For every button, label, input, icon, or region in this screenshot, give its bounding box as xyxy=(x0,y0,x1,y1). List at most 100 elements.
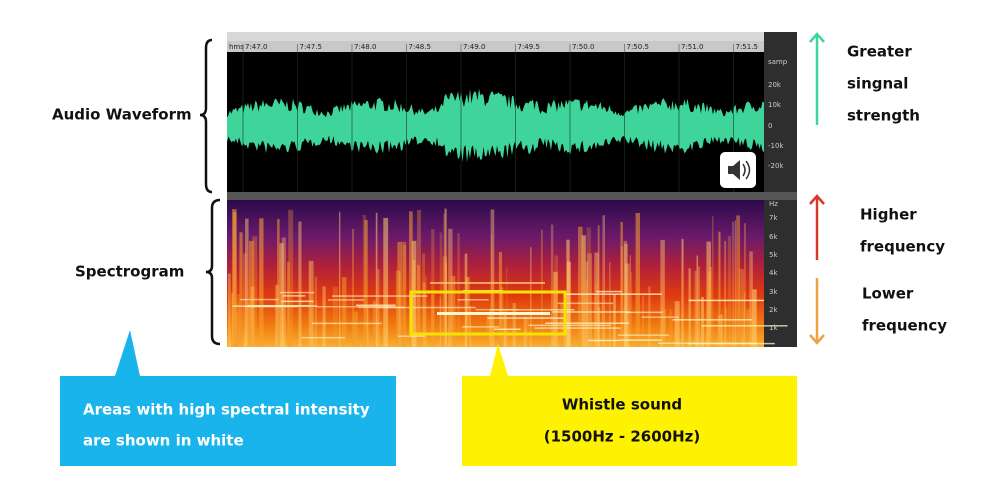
spectral-streak xyxy=(727,235,732,347)
time-label: 7:51.0 xyxy=(681,43,703,51)
spectral-streak xyxy=(620,246,624,347)
spectral-streak xyxy=(734,220,736,347)
spectral-streak xyxy=(228,273,231,347)
spectral-streak xyxy=(725,307,727,347)
spectral-streak xyxy=(450,276,456,347)
spectral-streak xyxy=(397,241,403,347)
whistle-line xyxy=(437,312,550,315)
spectral-streak xyxy=(668,309,673,347)
callout-spectral-text: Areas with high spectral intensity xyxy=(83,401,370,419)
spectral-band xyxy=(688,299,765,302)
spectral-band xyxy=(557,302,614,305)
spectral-streak xyxy=(362,214,367,347)
spectral-band xyxy=(596,290,623,293)
spectral-streak xyxy=(322,286,326,347)
spectral-streak xyxy=(402,241,407,347)
signal-label: singnal xyxy=(847,75,908,93)
time-ruler-bar xyxy=(227,41,764,52)
spectral-band xyxy=(279,291,315,294)
spectral-streak xyxy=(444,208,447,347)
spectral-band xyxy=(701,325,788,327)
spectral-streak xyxy=(431,229,435,347)
spectral-streak xyxy=(674,301,680,347)
amplitude-axis: samp 20k 10k 0 -10k -20k xyxy=(768,58,788,170)
spectral-streak xyxy=(416,209,421,347)
spectral-streak xyxy=(642,295,645,347)
arrow-higher xyxy=(809,194,825,260)
spectral-streak xyxy=(445,262,447,347)
spectral-streak xyxy=(554,255,558,347)
speaker-waves xyxy=(742,160,751,180)
spectral-streak xyxy=(439,232,443,347)
signal-label: strength xyxy=(847,107,920,125)
spectral-band xyxy=(487,317,565,319)
spectral-band xyxy=(356,304,396,307)
spectrogram-area xyxy=(227,200,764,347)
spectral-band xyxy=(457,299,489,301)
spectral-band xyxy=(282,295,306,297)
spectral-streak xyxy=(597,225,600,347)
time-label: 7:49.5 xyxy=(518,43,540,51)
spectral-streak xyxy=(597,307,601,347)
spectral-streak xyxy=(624,243,628,347)
spectral-band xyxy=(301,336,345,339)
spectral-streak xyxy=(578,226,583,347)
whistle-highlight xyxy=(409,290,567,336)
frequency-label: 3k xyxy=(769,288,778,296)
spectral-streak xyxy=(338,211,341,347)
time-label: 7:48.5 xyxy=(409,43,431,51)
spectral-streak xyxy=(718,231,721,347)
spectral-streak xyxy=(706,241,711,347)
spectral-streak xyxy=(613,294,616,347)
label-spectrogram: Spectrogram xyxy=(75,263,184,281)
spectral-streak xyxy=(696,255,699,347)
spectral-streak xyxy=(635,213,640,347)
higher-label: frequency xyxy=(860,238,945,256)
spectral-streak xyxy=(375,212,378,347)
waveform xyxy=(227,88,764,163)
amplitude-label: 10k xyxy=(768,101,782,109)
amplitude-label: samp xyxy=(768,58,788,66)
spectral-streak xyxy=(738,268,742,347)
label-audio-waveform: Audio Waveform xyxy=(52,106,192,124)
frequency-axis: Hz 7k 6k 5k 4k 3k 2k 1k xyxy=(769,200,778,332)
time-label: 7:49.0 xyxy=(463,43,485,51)
screenshot: hms 7:47.0 7:47.5 7:48.0 7:48.5 7:49.0 7:49.5 7… xyxy=(227,32,797,347)
spectral-streak xyxy=(364,220,368,347)
spectral-streak xyxy=(409,211,413,347)
spectral-streak xyxy=(489,310,491,347)
spectral-streak xyxy=(245,218,249,347)
spectral-band xyxy=(658,342,757,345)
brace-spectrogram xyxy=(205,198,221,346)
spectral-streak xyxy=(506,266,508,347)
spectral-streak xyxy=(422,253,426,347)
spectral-streak xyxy=(736,215,741,347)
spectral-streak xyxy=(609,262,611,347)
time-label: 7:50.0 xyxy=(572,43,594,51)
higher-label: Higher xyxy=(860,206,917,224)
callout-spectral-text: are shown in white xyxy=(83,432,244,450)
spectral-streak xyxy=(499,287,504,347)
spectral-streak xyxy=(530,247,532,347)
spectral-streak xyxy=(697,266,700,347)
amplitude-label: 20k xyxy=(768,81,782,89)
spectral-streak xyxy=(586,227,591,347)
spectral-band xyxy=(398,335,426,337)
time-ruler: hms 7:47.0 7:47.5 7:48.0 7:48.5 7:49.0 7:49.5 7… xyxy=(229,43,758,192)
spectral-streak xyxy=(540,229,543,347)
spectral-streak xyxy=(712,216,714,347)
spectral-streak xyxy=(660,239,665,347)
whistle-line xyxy=(430,282,545,284)
header-bar xyxy=(227,32,764,41)
signal-label: Greater xyxy=(847,43,912,61)
spectral-streak xyxy=(512,303,516,347)
spectral-band xyxy=(311,322,382,325)
spectral-streak xyxy=(383,217,389,347)
spectral-streak xyxy=(457,232,460,347)
spectral-band xyxy=(534,327,621,329)
spectral-streak xyxy=(395,270,401,347)
amplitude-label: -10k xyxy=(768,142,784,150)
amplitude-label: -20k xyxy=(768,162,784,170)
spectral-streak xyxy=(443,213,446,347)
